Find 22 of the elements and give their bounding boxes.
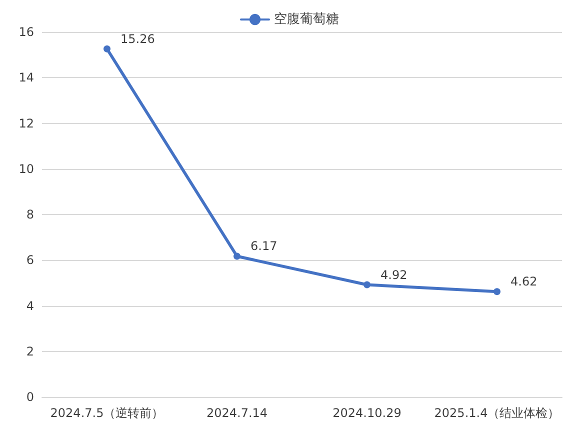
point bbox=[494, 288, 500, 296]
data-label: 15.26 bbox=[120, 32, 155, 46]
data-label: 6.17 bbox=[250, 239, 278, 254]
y-tick-label: 4 bbox=[26, 298, 34, 313]
x-tick-label: 2024.7.5（逆转前） bbox=[50, 406, 164, 420]
y-tick-label: 14 bbox=[18, 70, 34, 85]
y-tick-label: 10 bbox=[18, 162, 34, 176]
y-tick-label: 0 bbox=[26, 390, 34, 404]
data-label: 4.92 bbox=[380, 268, 408, 282]
point bbox=[234, 252, 240, 260]
y-tick-label: 16 bbox=[18, 25, 34, 39]
legend-label: 空腹葡萄糖 bbox=[274, 12, 339, 27]
point bbox=[104, 45, 110, 52]
y-tick-label: 12 bbox=[18, 116, 34, 130]
y-tick-label: 2 bbox=[26, 344, 34, 358]
y-tick-label: 8 bbox=[26, 208, 34, 222]
y-tick-label: 6 bbox=[26, 253, 34, 268]
x-tick-label: 2024.7.14 bbox=[206, 406, 268, 420]
x-tick-label: 2024.10.29 bbox=[332, 406, 402, 420]
data-label: 4.62 bbox=[510, 274, 538, 289]
point bbox=[364, 281, 370, 288]
x-tick-label: 2025.1.4（结业体检） bbox=[434, 406, 560, 420]
